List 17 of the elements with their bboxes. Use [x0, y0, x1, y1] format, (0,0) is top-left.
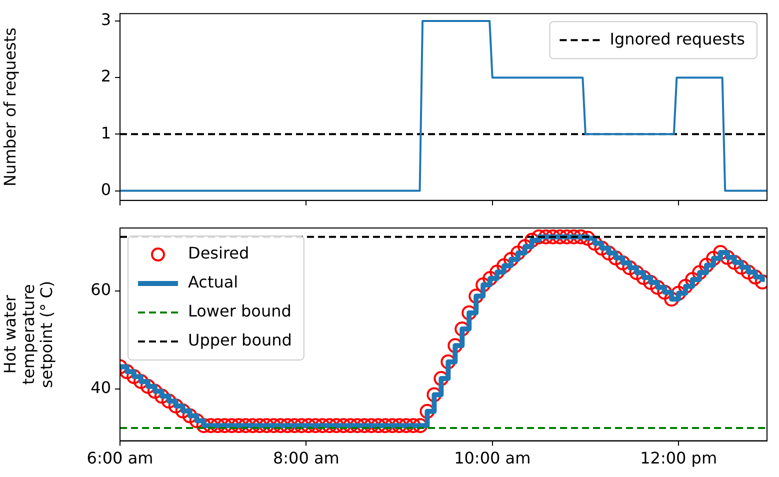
x-tick-label: 10:00 am — [454, 448, 531, 468]
y-tick-label: 0 — [100, 180, 111, 199]
x-tick-label: 6:00 am — [86, 448, 154, 468]
y-tick-label: 40 — [90, 378, 111, 397]
x-tick-label: 12:00 pm — [640, 448, 718, 468]
y-axis-title: Number of requests — [0, 27, 20, 187]
legend-label: Ignored requests — [610, 29, 746, 48]
legend-label: Desired — [188, 244, 250, 263]
legend-label: Actual — [188, 272, 238, 292]
y-tick-label: 60 — [90, 280, 111, 299]
y-tick-label: 3 — [100, 10, 111, 30]
legend-label: Lower bound — [188, 302, 292, 321]
y-tick-label: 2 — [100, 66, 111, 86]
y-tick-label: 1 — [100, 123, 111, 142]
x-tick-label: 8:00 am — [272, 448, 340, 468]
y-axis-title: Hot water temperature setpoint (° C) — [0, 280, 56, 388]
legend-label: Upper bound — [188, 330, 292, 350]
